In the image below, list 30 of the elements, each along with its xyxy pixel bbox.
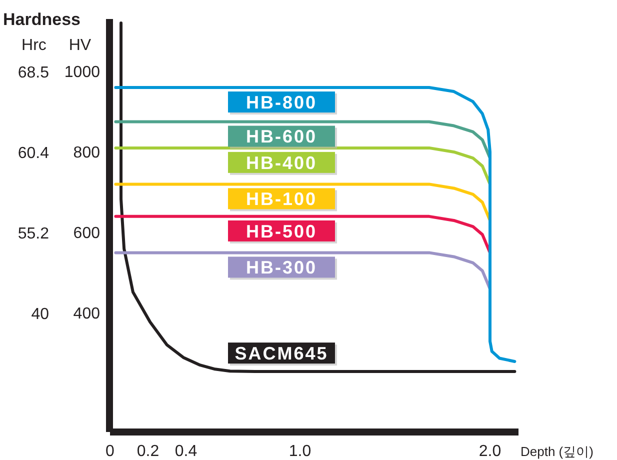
x-tick-label: 0 [106,443,115,460]
text: 68.5 [18,64,50,82]
line-series [114,182,492,222]
y-tick-label: 600 [73,225,100,242]
series-label: HB-800 [246,92,318,112]
x-tick-label: 0.2 [136,443,160,460]
y2-axis-title: Hrc [22,37,46,54]
line-series [114,86,516,363]
series-label: HB-300 [246,258,318,278]
series-label: HB-500 [246,221,318,242]
x-axis-title: Depth (깊이) [520,444,594,459]
line-series [114,214,492,254]
series-label: HB-100 [246,189,318,210]
x-tick-label: 2.0 [478,443,502,460]
x-tick-label: 0.4 [174,443,198,460]
text: 40 [31,306,50,324]
series-label: HB-400 [246,152,318,173]
y-tick-label: 800 [73,144,100,162]
line-series [114,146,492,186]
line-series [120,22,516,374]
line-series [114,251,492,290]
x-tick-label: 1.0 [288,443,312,460]
y-axis-title: HV [68,37,92,54]
chart-title: Hardness [3,10,80,29]
text: 60.4 [18,144,50,162]
series-label: HB-600 [246,126,318,147]
y-tick-label: 1000 [64,64,100,81]
y-tick-label: 400 [73,306,100,323]
series-label: SACM645 [234,344,328,364]
text: 55.2 [18,226,50,243]
